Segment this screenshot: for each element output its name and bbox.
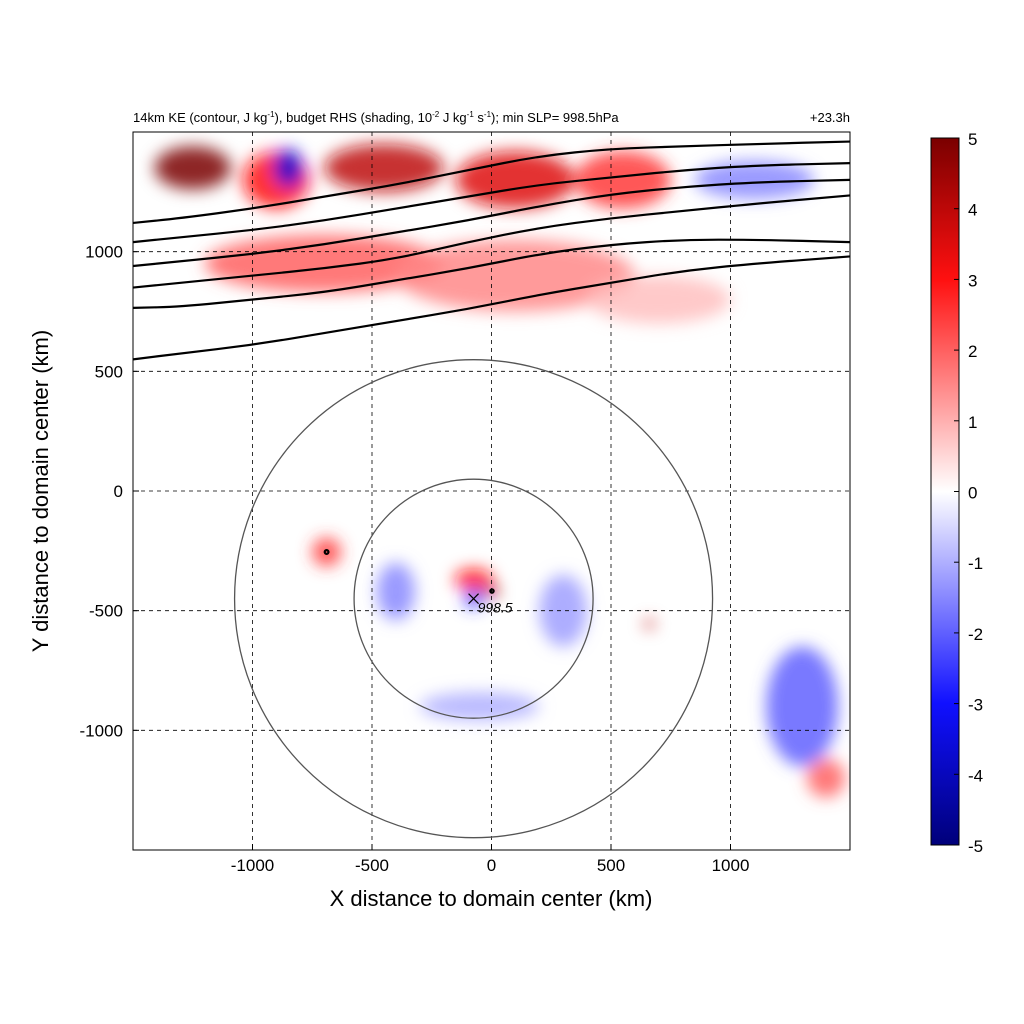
ke-contour-closed bbox=[323, 549, 330, 556]
x-tick-label: 500 bbox=[597, 856, 625, 875]
ke-contours bbox=[133, 140, 850, 594]
y-axis-ticks: 1000 500 0 -500 -1000 bbox=[80, 243, 139, 740]
shading-feature bbox=[204, 234, 444, 293]
range-rings bbox=[233, 359, 714, 839]
ke-contour-line bbox=[133, 178, 850, 268]
y-axis-label: Y distance to domain center (km) bbox=[28, 330, 53, 652]
colorbar-tick-label: 0 bbox=[968, 484, 977, 503]
ke-contour-closed bbox=[489, 588, 495, 594]
y-tick-label: -1000 bbox=[80, 721, 123, 740]
ke-contour-line bbox=[133, 255, 850, 361]
colorbar-tick-label: -2 bbox=[968, 625, 983, 644]
shading-feature bbox=[539, 574, 588, 647]
shading-feature bbox=[419, 692, 540, 721]
range-ring bbox=[233, 359, 714, 839]
storm-center-marker: 998.5 bbox=[468, 593, 513, 616]
x-tick-label: 1000 bbox=[712, 856, 750, 875]
shading-feature bbox=[395, 239, 635, 312]
x-tick-label: -1000 bbox=[231, 856, 274, 875]
colorbar-tick-label: 4 bbox=[968, 201, 977, 220]
ke-contour-line bbox=[133, 238, 850, 310]
shading-feature bbox=[806, 759, 846, 798]
ke-contour-line bbox=[133, 194, 850, 289]
colorbar-tick-label: -5 bbox=[968, 837, 983, 856]
y-tick-label: 500 bbox=[95, 362, 123, 381]
shading-feature bbox=[587, 275, 731, 324]
shading-feature bbox=[324, 143, 444, 192]
min-slp-label: 998.5 bbox=[478, 600, 513, 616]
range-ring bbox=[353, 478, 594, 719]
plot-area: 998.5 -1000 -500 0 500 1000 10005000-500-100… bbox=[80, 131, 851, 875]
shading-feature bbox=[644, 619, 655, 629]
colorbar: 5 4 3 2 1 0 -1 -2 -3 -4 -5 bbox=[930, 130, 983, 856]
x-tick-label: -500 bbox=[355, 856, 389, 875]
colorbar-tick-label: 3 bbox=[968, 271, 977, 290]
shading-feature bbox=[154, 146, 231, 190]
x-axis-label: X distance to domain center (km) bbox=[330, 886, 653, 911]
chart-title: 14km KE (contour, J kg-1), budget RHS (s… bbox=[133, 110, 619, 125]
colorbar-tick-label: 5 bbox=[968, 130, 977, 149]
ke-contour-line bbox=[133, 140, 850, 225]
colorbar-ticks: 5 4 3 2 1 0 -1 -2 -3 -4 -5 bbox=[954, 130, 983, 856]
shading-feature bbox=[312, 537, 341, 567]
shading-feature bbox=[694, 160, 815, 200]
shading-feature bbox=[766, 646, 839, 767]
shading-feature bbox=[376, 562, 416, 621]
shading-feature bbox=[274, 148, 303, 188]
shading-feature bbox=[454, 568, 493, 591]
colorbar-tick-label: 1 bbox=[968, 413, 977, 432]
y-tick-label: -500 bbox=[89, 602, 123, 621]
ke-contour-line bbox=[133, 162, 850, 244]
time-label: +23.3h bbox=[810, 110, 850, 125]
shading-feature bbox=[575, 151, 671, 209]
y-tick-label: 1000 bbox=[85, 243, 123, 262]
colorbar-tick-label: 2 bbox=[968, 342, 977, 361]
x-tick-label: 0 bbox=[487, 856, 496, 875]
x-axis-ticks: -1000 -500 0 500 1000 bbox=[231, 844, 750, 875]
colorbar-tick-label: -1 bbox=[968, 554, 983, 573]
colorbar-tick-label: -4 bbox=[968, 766, 983, 785]
storm-center-cross bbox=[468, 593, 479, 605]
y-tick-label: 0 bbox=[114, 482, 123, 501]
colorbar-tick-label: -3 bbox=[968, 696, 983, 715]
